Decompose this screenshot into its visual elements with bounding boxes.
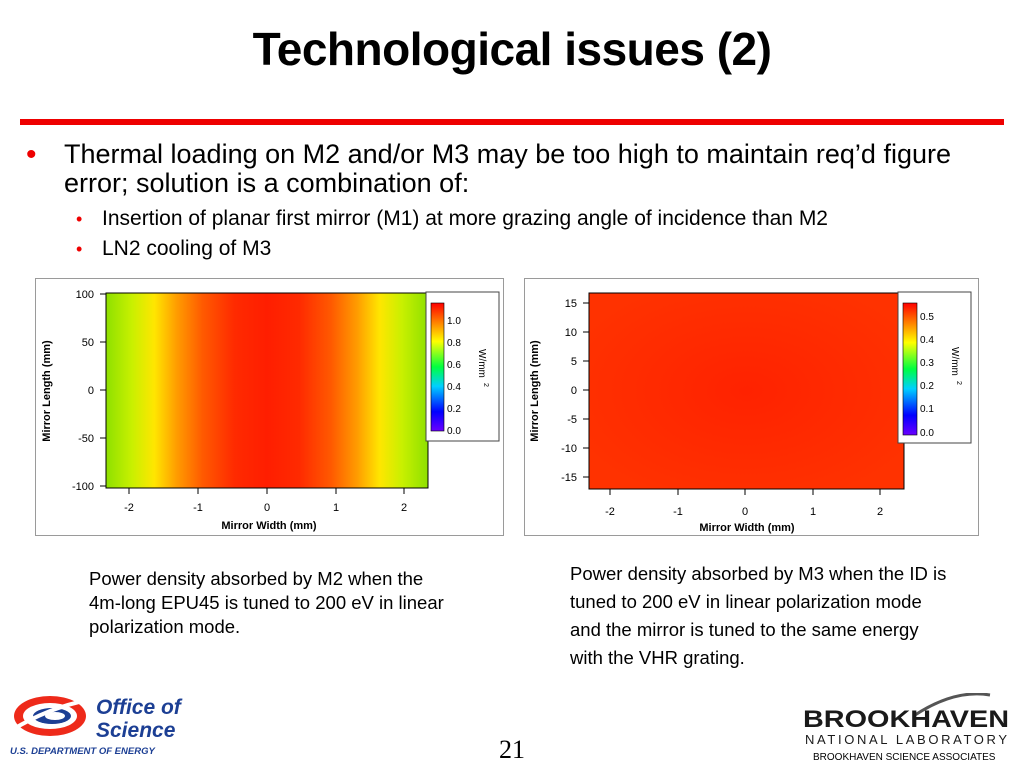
x-axis-label: Mirror Width (mm): [221, 520, 317, 532]
y-tick-label: -15: [561, 472, 577, 484]
x-axis-label: Mirror Width (mm): [699, 522, 795, 534]
colorbar-tick: 0.2: [447, 404, 461, 415]
y-tick-label: 15: [565, 298, 577, 310]
colorbar-tick: 0.0: [920, 428, 934, 439]
x-axis-ticks: [609, 489, 881, 495]
sub-bullet-text: Insertion of planar first mirror (M1) at…: [102, 207, 828, 230]
colorbar-tick: 0.4: [920, 335, 934, 346]
y-tick-label: 0: [571, 385, 577, 397]
colorbar-tick: 0.0: [447, 426, 461, 437]
bullet-dot: •: [26, 138, 37, 171]
bnl-line3: BROOKHAVEN SCIENCE ASSOCIATES: [813, 752, 996, 763]
x-tick-label: 2: [401, 502, 407, 514]
main-bullet-text: Thermal loading on M2 and/or M3 may be t…: [64, 139, 951, 198]
y-tick-label: 10: [565, 327, 577, 339]
sub-bullet-1: • Insertion of planar first mirror (M1) a…: [76, 207, 828, 231]
colorbar-label: W/mm: [949, 347, 960, 376]
x-axis-ticks: [128, 488, 405, 494]
figure-m2-svg: 100 50 0 -50 -100 -2 -1 0 1 2 Mirror Wid…: [41, 289, 500, 532]
bnl-swoosh-icon: [914, 692, 991, 717]
doe-line3: U.S. DEPARTMENT OF ENERGY: [10, 746, 156, 757]
colorbar-tick: 0.6: [447, 360, 461, 371]
y-axis-ticks: [100, 293, 106, 487]
page-number: 21: [499, 735, 525, 764]
heatmap-m3: [589, 293, 904, 489]
colorbar-tick: 0.2: [920, 381, 934, 392]
x-tick-label: 0: [742, 506, 748, 518]
y-tick-label: 100: [76, 289, 94, 301]
colorbar-label-sup: 2: [955, 381, 962, 385]
heatmap-m2: [106, 293, 428, 488]
colorbar-tick: 0.3: [920, 358, 934, 369]
colorbar: [902, 302, 918, 436]
x-tick-label: 0: [264, 502, 270, 514]
x-tick-label: 1: [810, 506, 816, 518]
colorbar-label-sup: 2: [482, 383, 489, 387]
bullet-dot: •: [76, 209, 83, 229]
colorbar-tick: 0.1: [920, 404, 934, 415]
colorbar-tick: 1.0: [447, 316, 461, 327]
x-tick-label: -1: [673, 506, 683, 518]
x-tick-label: -1: [193, 502, 203, 514]
bullet-dot: •: [76, 239, 83, 259]
doe-logo-svg: Office of Science U.S. DEPARTMENT OF ENE…: [10, 696, 183, 757]
x-tick-label: 1: [333, 502, 339, 514]
y-axis-ticks: [583, 302, 589, 478]
y-tick-label: -50: [78, 433, 94, 445]
bnl-line2: NATIONAL LABORATORY: [805, 732, 1007, 747]
colorbar: [430, 302, 445, 432]
x-tick-label: -2: [605, 506, 615, 518]
doe-emblem-icon: [10, 696, 89, 736]
y-tick-label: 0: [88, 385, 94, 397]
caption-m3: Power density absorbed by M3 when the ID…: [570, 563, 947, 668]
colorbar-tick: 0.8: [447, 338, 461, 349]
y-tick-label: 5: [571, 356, 577, 368]
doe-office-of-science-logo: Office of Science U.S. DEPARTMENT OF ENE…: [8, 690, 218, 762]
doe-line1: Office of: [96, 696, 183, 719]
figure-m3-power-density: 15 10 5 0 -5 -10 -15 -2 -1 0 1 2 Mirror …: [524, 278, 979, 536]
colorbar-label: W/mm: [476, 349, 487, 378]
bnl-logo-svg: BROOKHAVEN NATIONAL LABORATORY BROOKHAVE…: [803, 692, 1009, 763]
y-tick-label: -10: [561, 443, 577, 455]
sub-bullet-2: • LN2 cooling of M3: [76, 237, 271, 261]
x-tick-label: -2: [124, 502, 134, 514]
slide-title: Technological issues (2): [252, 23, 772, 75]
y-tick-label: -100: [72, 481, 94, 493]
y-tick-label: 50: [82, 337, 94, 349]
sub-bullet-text: LN2 cooling of M3: [102, 237, 272, 260]
caption-m2: Power density absorbed by M2 when the 4m…: [89, 568, 444, 637]
colorbar-tick: 0.4: [447, 382, 461, 393]
bnl-line1: BROOKHAVEN: [803, 706, 1009, 733]
figure-m3-svg: 15 10 5 0 -5 -10 -15 -2 -1 0 1 2 Mirror …: [529, 291, 972, 534]
figure-m2-power-density: 100 50 0 -50 -100 -2 -1 0 1 2 Mirror Wid…: [35, 278, 504, 536]
y-axis-label: Mirror Length (mm): [529, 340, 541, 442]
y-tick-label: -5: [567, 414, 577, 426]
colorbar-tick: 0.5: [920, 312, 934, 323]
title-divider: [20, 119, 1004, 125]
y-axis-label: Mirror Length (mm): [41, 340, 53, 442]
doe-line2: Science: [96, 719, 176, 742]
x-tick-label: 2: [877, 506, 883, 518]
brookhaven-logo: BROOKHAVEN NATIONAL LABORATORY BROOKHAVE…: [795, 692, 1017, 765]
